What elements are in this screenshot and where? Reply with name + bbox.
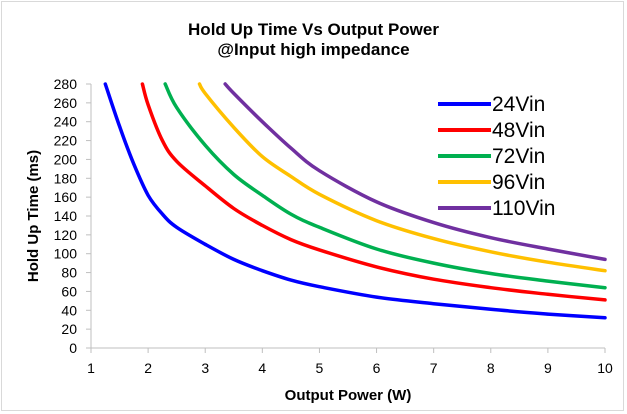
x-tick-labels: 1 2 3 4 5 6 7 8 9 10 xyxy=(87,348,613,376)
legend-label: 48Vin xyxy=(492,119,545,142)
x-tick-label: 6 xyxy=(373,360,381,376)
x-axis-title: Output Power (W) xyxy=(285,387,412,404)
x-tick-label: 1 xyxy=(87,360,95,376)
y-axis-title: Hold Up Time (ms) xyxy=(25,150,42,282)
y-tick-label: 20 xyxy=(61,321,77,337)
y-tick-label: 280 xyxy=(54,76,78,92)
y-tick-label: 180 xyxy=(54,170,78,186)
chart-title: Hold Up Time Vs Output Power xyxy=(188,20,439,39)
legend: 24Vin 48Vin 72Vin 96Vin 110Vin xyxy=(438,93,555,220)
x-tick-label: 8 xyxy=(487,360,495,376)
y-tick-label: 240 xyxy=(54,114,78,130)
x-tick-label: 4 xyxy=(258,360,266,376)
x-tick-label: 5 xyxy=(316,360,324,376)
chart-title-block: Hold Up Time Vs Output Power @Input high… xyxy=(0,20,627,60)
legend-label: 96Vin xyxy=(492,171,545,194)
legend-label: 72Vin xyxy=(492,145,545,168)
series-line-110vin xyxy=(223,82,607,262)
series-line-96vin xyxy=(197,82,607,273)
x-tick-label: 10 xyxy=(597,360,613,376)
series-line-72vin xyxy=(163,82,607,290)
y-tick-label: 160 xyxy=(54,189,78,205)
y-tick-label: 120 xyxy=(54,227,78,243)
plot-lines xyxy=(103,82,607,320)
chart-subtitle: @Input high impedance xyxy=(217,40,410,59)
y-tick-label: 200 xyxy=(54,151,78,167)
x-tick-label: 3 xyxy=(201,360,209,376)
x-tick-label: 7 xyxy=(430,360,438,376)
legend-label: 24Vin xyxy=(492,93,545,116)
y-tick-label: 220 xyxy=(54,133,78,149)
y-tick-labels: 0 20 40 60 80 100 120 140 160 180 200 220 240 260 280 xyxy=(54,76,91,356)
series-line-24vin xyxy=(103,82,607,320)
y-tick-label: 60 xyxy=(61,283,77,299)
y-tick-label: 100 xyxy=(54,246,78,262)
legend-label: 110Vin xyxy=(492,197,555,220)
x-tick-label: 2 xyxy=(144,360,152,376)
y-tick-label: 40 xyxy=(61,302,77,318)
y-tick-label: 0 xyxy=(69,340,77,356)
y-tick-label: 260 xyxy=(54,95,78,111)
series-line-48vin xyxy=(140,82,607,302)
x-tick-label: 9 xyxy=(544,360,552,376)
y-tick-label: 80 xyxy=(61,265,77,281)
y-tick-label: 140 xyxy=(54,208,78,224)
